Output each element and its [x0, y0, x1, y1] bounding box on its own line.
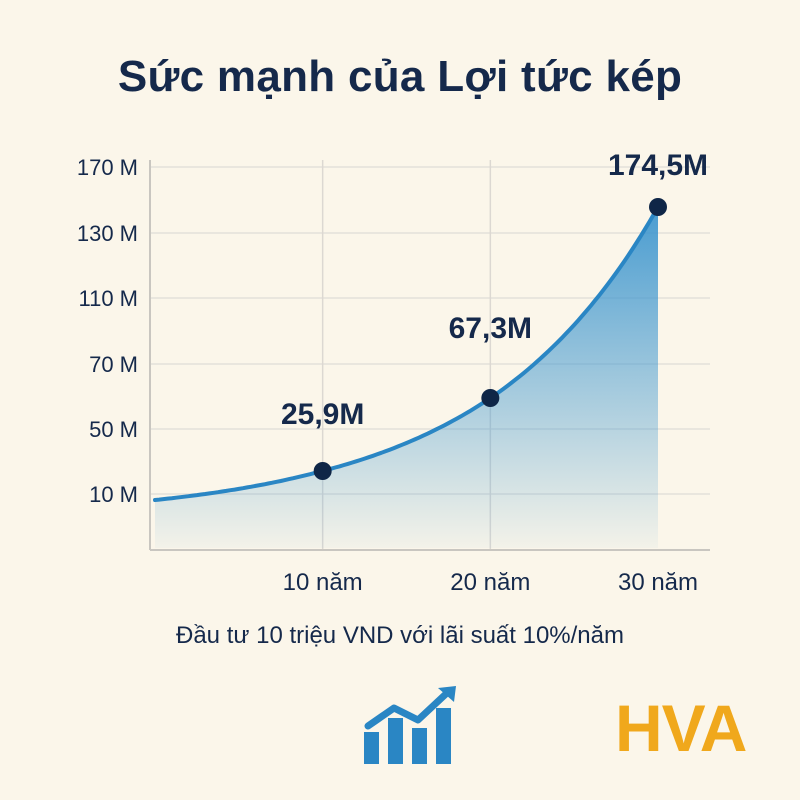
data-point: [649, 198, 667, 216]
data-label: 25,9M: [281, 398, 364, 431]
growth-chart-icon: [362, 686, 458, 771]
area-fill: [155, 207, 658, 548]
data-point: [313, 462, 332, 480]
y-tick-label: 70 M: [89, 352, 138, 377]
data-label: 174,5M: [608, 149, 708, 182]
y-tick-label: 130 M: [77, 221, 138, 246]
brand-logo: HVA: [615, 691, 747, 765]
chart-subtitle: Đầu tư 10 triệu VND với lãi suất 10%/năm: [176, 622, 624, 649]
y-tick-label: 10 M: [89, 482, 138, 507]
data-points: [313, 198, 667, 480]
y-tick-labels: 170 M 130 M 110 M 70 M 50 M 10 M: [77, 155, 138, 507]
x-tick-label: 20 năm: [450, 569, 530, 596]
series-line: [153, 205, 660, 502]
y-tick-label: 50 M: [89, 417, 138, 442]
data-label: 67,3M: [449, 312, 532, 345]
x-tick-label: 30 năm: [618, 569, 698, 596]
y-tick-label: 110 M: [78, 286, 138, 311]
chart-title: Sức mạnh của Lợi tức kép: [117, 52, 683, 101]
data-point: [481, 389, 500, 407]
x-tick-labels: 10 năm 20 năm 30 năm: [283, 569, 698, 596]
x-tick-label: 10 năm: [283, 569, 363, 596]
y-tick-label: 170 M: [77, 155, 138, 180]
data-labels: 25,9M 67,3M 174,5M: [281, 149, 708, 431]
